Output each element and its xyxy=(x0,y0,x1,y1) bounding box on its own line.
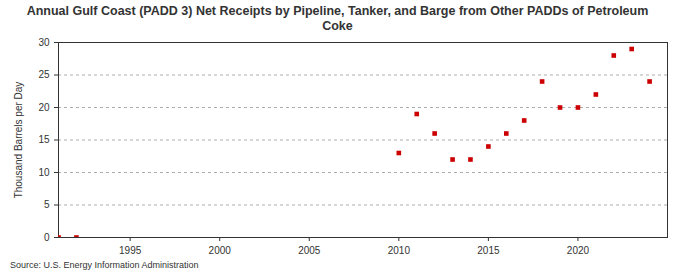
svg-text:0: 0 xyxy=(44,232,50,243)
svg-text:20: 20 xyxy=(38,102,50,113)
svg-text:25: 25 xyxy=(38,69,50,80)
html-text:Source: U.S. Energy Informatio: Source: U.S. Energy Information Administ… xyxy=(10,260,199,270)
svg-text:15: 15 xyxy=(38,134,50,145)
svg-text:2015: 2015 xyxy=(477,245,500,256)
svg-text:1995: 1995 xyxy=(119,245,142,256)
svg-text:Thousand Barrels per Day: Thousand Barrels per Day xyxy=(13,82,24,199)
svg-text:2020: 2020 xyxy=(567,245,590,256)
svg-text:2000: 2000 xyxy=(209,245,232,256)
svg-text:2005: 2005 xyxy=(298,245,321,256)
svg-text:30: 30 xyxy=(38,37,50,48)
svg-text:10: 10 xyxy=(38,167,50,178)
svg-text:5: 5 xyxy=(44,199,50,210)
html-text:Annual Gulf Coast (PADD 3) Net: Annual Gulf Coast (PADD 3) Net Receipts … xyxy=(26,4,649,33)
svg-text:2010: 2010 xyxy=(388,245,411,256)
